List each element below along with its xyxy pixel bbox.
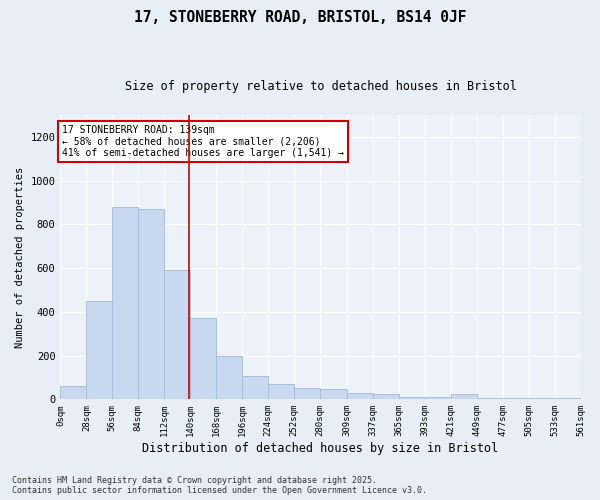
Bar [503, 398, 529, 400]
Bar [242, 376, 268, 400]
Bar [86, 301, 112, 400]
Bar [61, 386, 86, 400]
Bar [320, 390, 347, 400]
X-axis label: Distribution of detached houses by size in Bristol: Distribution of detached houses by size … [142, 442, 499, 455]
Bar [425, 397, 451, 400]
Title: Size of property relative to detached houses in Bristol: Size of property relative to detached ho… [125, 80, 517, 93]
Bar [138, 209, 164, 400]
Bar [164, 270, 190, 400]
Bar [347, 393, 373, 400]
Bar [190, 318, 216, 400]
Bar [373, 394, 399, 400]
Bar [529, 398, 554, 400]
Text: Contains HM Land Registry data © Crown copyright and database right 2025.
Contai: Contains HM Land Registry data © Crown c… [12, 476, 427, 495]
Text: 17 STONEBERRY ROAD: 139sqm
← 58% of detached houses are smaller (2,206)
41% of s: 17 STONEBERRY ROAD: 139sqm ← 58% of deta… [62, 125, 344, 158]
Bar [399, 397, 425, 400]
Bar [294, 388, 320, 400]
Bar [451, 394, 476, 400]
Bar [216, 356, 242, 400]
Text: 17, STONEBERRY ROAD, BRISTOL, BS14 0JF: 17, STONEBERRY ROAD, BRISTOL, BS14 0JF [134, 10, 466, 25]
Bar [554, 398, 581, 400]
Bar [268, 384, 294, 400]
Bar [476, 398, 503, 400]
Y-axis label: Number of detached properties: Number of detached properties [15, 166, 25, 348]
Bar [112, 207, 138, 400]
